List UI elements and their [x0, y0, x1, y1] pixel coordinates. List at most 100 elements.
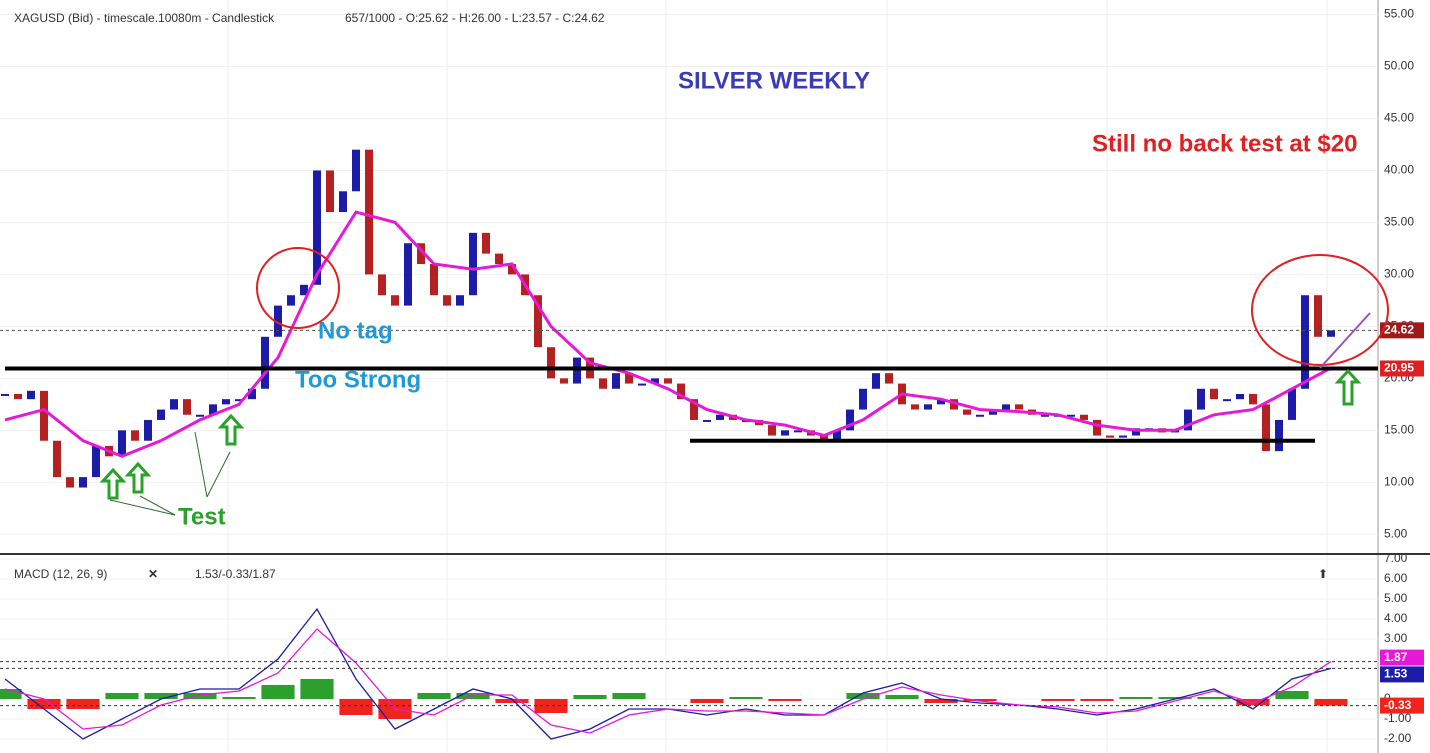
histogram-bar [105, 693, 139, 699]
candle [1002, 404, 1010, 410]
trend-extension [1319, 312, 1371, 369]
candle [1184, 409, 1192, 431]
candle [248, 388, 256, 400]
histogram-bar [924, 699, 958, 703]
price-tag [1380, 666, 1424, 683]
candle [92, 445, 100, 478]
candle [599, 378, 607, 389]
candle [677, 383, 685, 400]
candle [1119, 435, 1127, 438]
histogram-bar [300, 679, 334, 699]
histogram-bar [66, 699, 100, 709]
candle [1, 393, 9, 396]
candle [1288, 388, 1296, 420]
close-icon[interactable]: ✕ [148, 567, 158, 581]
candle [625, 373, 633, 384]
candle [495, 253, 503, 265]
candle [1301, 295, 1309, 389]
price-tag [1380, 360, 1424, 377]
histogram-bar [27, 699, 61, 709]
candle [40, 390, 48, 441]
candle [183, 399, 191, 415]
candle [1236, 393, 1244, 400]
candle [196, 414, 204, 417]
histogram-bar [534, 699, 568, 713]
candle [378, 274, 386, 296]
histogram-bar [846, 693, 880, 699]
candle [430, 264, 438, 296]
move-up-icon[interactable]: ⬆ [1318, 567, 1328, 581]
price-tag [1380, 322, 1424, 339]
y-tick-label: -3.00 [1384, 751, 1412, 753]
macd-header: MACD (12, 26, 9) [14, 567, 107, 581]
candle [950, 399, 958, 410]
candle [547, 347, 555, 379]
candle [859, 388, 867, 410]
histogram-bar [1314, 699, 1348, 706]
annotation: SILVER WEEKLY [678, 67, 870, 94]
candle [872, 373, 880, 389]
histogram-bar [1275, 691, 1309, 699]
price-tag-label: -0.33 [1384, 698, 1412, 712]
y-tick-label: 4.00 [1384, 611, 1408, 625]
histogram-bar [0, 689, 22, 699]
candle [274, 305, 282, 337]
candle [157, 409, 165, 420]
annotation: Test [178, 503, 226, 530]
candle [287, 295, 295, 306]
candle [1106, 435, 1114, 438]
price-tag-label: 20.95 [1384, 361, 1414, 375]
histogram-bar [222, 697, 256, 699]
histogram-bar [1236, 699, 1270, 705]
candle [963, 409, 971, 415]
candle [846, 409, 854, 431]
histogram-bar [144, 693, 178, 699]
candle [1223, 399, 1231, 402]
y-tick-label: 40.00 [1384, 163, 1414, 177]
candle [456, 295, 464, 306]
candle [989, 409, 997, 415]
candle [703, 419, 711, 422]
candle [768, 425, 776, 436]
histogram-bar [573, 695, 607, 699]
y-tick-label: 7.00 [1384, 551, 1408, 565]
histogram-bar [729, 697, 763, 699]
candle [53, 440, 61, 478]
candle [1132, 428, 1140, 436]
candle [144, 419, 152, 441]
candle [664, 378, 672, 384]
y-tick-label: 15.00 [1384, 423, 1414, 437]
candle [1015, 404, 1023, 410]
highlight-circles [256, 247, 1389, 366]
candle [833, 430, 841, 441]
candle [1249, 393, 1257, 405]
histogram-bar [768, 699, 802, 701]
histogram-bar [456, 693, 490, 699]
candle [1275, 419, 1283, 452]
candle [469, 232, 477, 296]
y-tick-label: 3.00 [1384, 631, 1408, 645]
histogram-bar [1119, 697, 1153, 699]
histogram-bar [690, 699, 724, 703]
histogram-bar [1158, 697, 1192, 699]
candle [482, 232, 490, 254]
candle [508, 264, 516, 275]
candle [261, 336, 269, 389]
candle [1210, 388, 1218, 400]
chart-header-stats: 657/1000 - O:25.62 - H:26.00 - L:23.57 -… [345, 11, 605, 25]
candle [911, 404, 919, 410]
price-tag [1380, 697, 1424, 714]
candle [326, 170, 334, 213]
histogram-bar [612, 693, 646, 699]
candle [118, 430, 126, 457]
histogram-bar [1197, 697, 1231, 699]
candle [924, 404, 932, 410]
candle [79, 477, 87, 488]
candle [612, 373, 620, 389]
histogram-bar [1041, 699, 1075, 701]
histogram-bar [183, 693, 217, 699]
y-tick-label: 6.00 [1384, 571, 1408, 585]
candle [1041, 414, 1049, 417]
y-tick-label: 10.00 [1384, 474, 1414, 488]
